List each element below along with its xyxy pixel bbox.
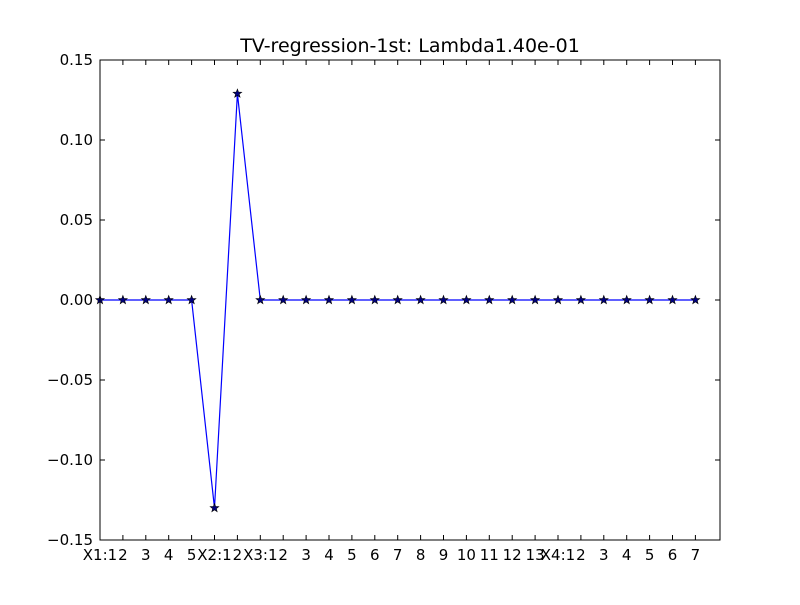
x-tick-label: 3 (141, 546, 151, 564)
data-point-star (667, 294, 678, 305)
axis-ticks (99, 59, 720, 541)
data-point-star (323, 294, 335, 305)
x-tick-label: 5 (347, 546, 357, 564)
data-point-star (644, 294, 655, 305)
y-tick-label: −0.15 (47, 531, 93, 549)
data-point-star (140, 294, 151, 305)
x-tick-label: 13 (526, 546, 545, 564)
data-point-star (186, 294, 197, 305)
x-tick-label: 5 (187, 546, 197, 564)
x-tick-label: X4:1 (541, 546, 575, 564)
x-tick-label: 7 (691, 546, 701, 564)
x-tick-label: 6 (370, 546, 380, 564)
data-point-star (598, 294, 609, 305)
data-point-star (117, 294, 128, 305)
data-point-star (575, 294, 586, 305)
data-point-star (690, 294, 701, 305)
x-tick-label: 2 (118, 546, 128, 564)
series-layer (94, 88, 701, 513)
data-point-star (346, 294, 357, 305)
x-tick-label: X1:1 (83, 546, 117, 564)
data-point-star (552, 294, 564, 305)
y-tick-label: 0.00 (60, 291, 93, 309)
x-tick-label: 9 (439, 546, 449, 564)
data-point-star (232, 88, 243, 98)
plot-area-frame (99, 59, 721, 541)
x-tick-label: 7 (393, 546, 403, 564)
x-tick-label: 5 (645, 546, 655, 564)
y-tick-label: −0.10 (47, 451, 93, 469)
data-point-star (392, 294, 403, 305)
x-tick-label: 11 (480, 546, 499, 564)
data-point-star (209, 502, 220, 513)
data-point-star (163, 294, 174, 305)
y-tick-labels: 0.15 0.10 0.05 0.00 −0.05 −0.10 −0.15 (47, 51, 93, 549)
data-point-star (301, 294, 312, 305)
x-tick-label: X3:1 (243, 546, 277, 564)
x-tick-label: 12 (503, 546, 522, 564)
data-point-star (461, 294, 472, 305)
data-point-star (484, 294, 495, 305)
data-point-star (255, 294, 266, 305)
data-point-star (415, 294, 426, 305)
data-point-star (278, 294, 289, 305)
data-point-star (507, 294, 518, 305)
x-tick-label: 4 (164, 546, 174, 564)
x-tick-label: 3 (301, 546, 311, 564)
data-point-star (438, 294, 449, 305)
x-tick-label: 4 (324, 546, 334, 564)
x-tick-label: 10 (457, 546, 476, 564)
data-point-star (369, 294, 380, 305)
x-tick-label: 2 (576, 546, 586, 564)
x-tick-label: 4 (622, 546, 632, 564)
y-tick-label: −0.05 (47, 371, 93, 389)
y-tick-label: 0.15 (60, 51, 93, 69)
x-tick-label: 2 (233, 546, 243, 564)
x-tick-label: X2:1 (197, 546, 231, 564)
y-tick-label: 0.05 (60, 211, 93, 229)
x-tick-label: 8 (416, 546, 426, 564)
y-tick-label: 0.10 (60, 131, 93, 149)
x-tick-label: 6 (668, 546, 678, 564)
data-point-star (530, 294, 541, 305)
x-tick-label: 2 (278, 546, 288, 564)
x-tick-label: 3 (599, 546, 609, 564)
data-point-star (621, 294, 632, 305)
chart-title: TV-regression-1st: Lambda1.40e-01 (239, 35, 580, 57)
